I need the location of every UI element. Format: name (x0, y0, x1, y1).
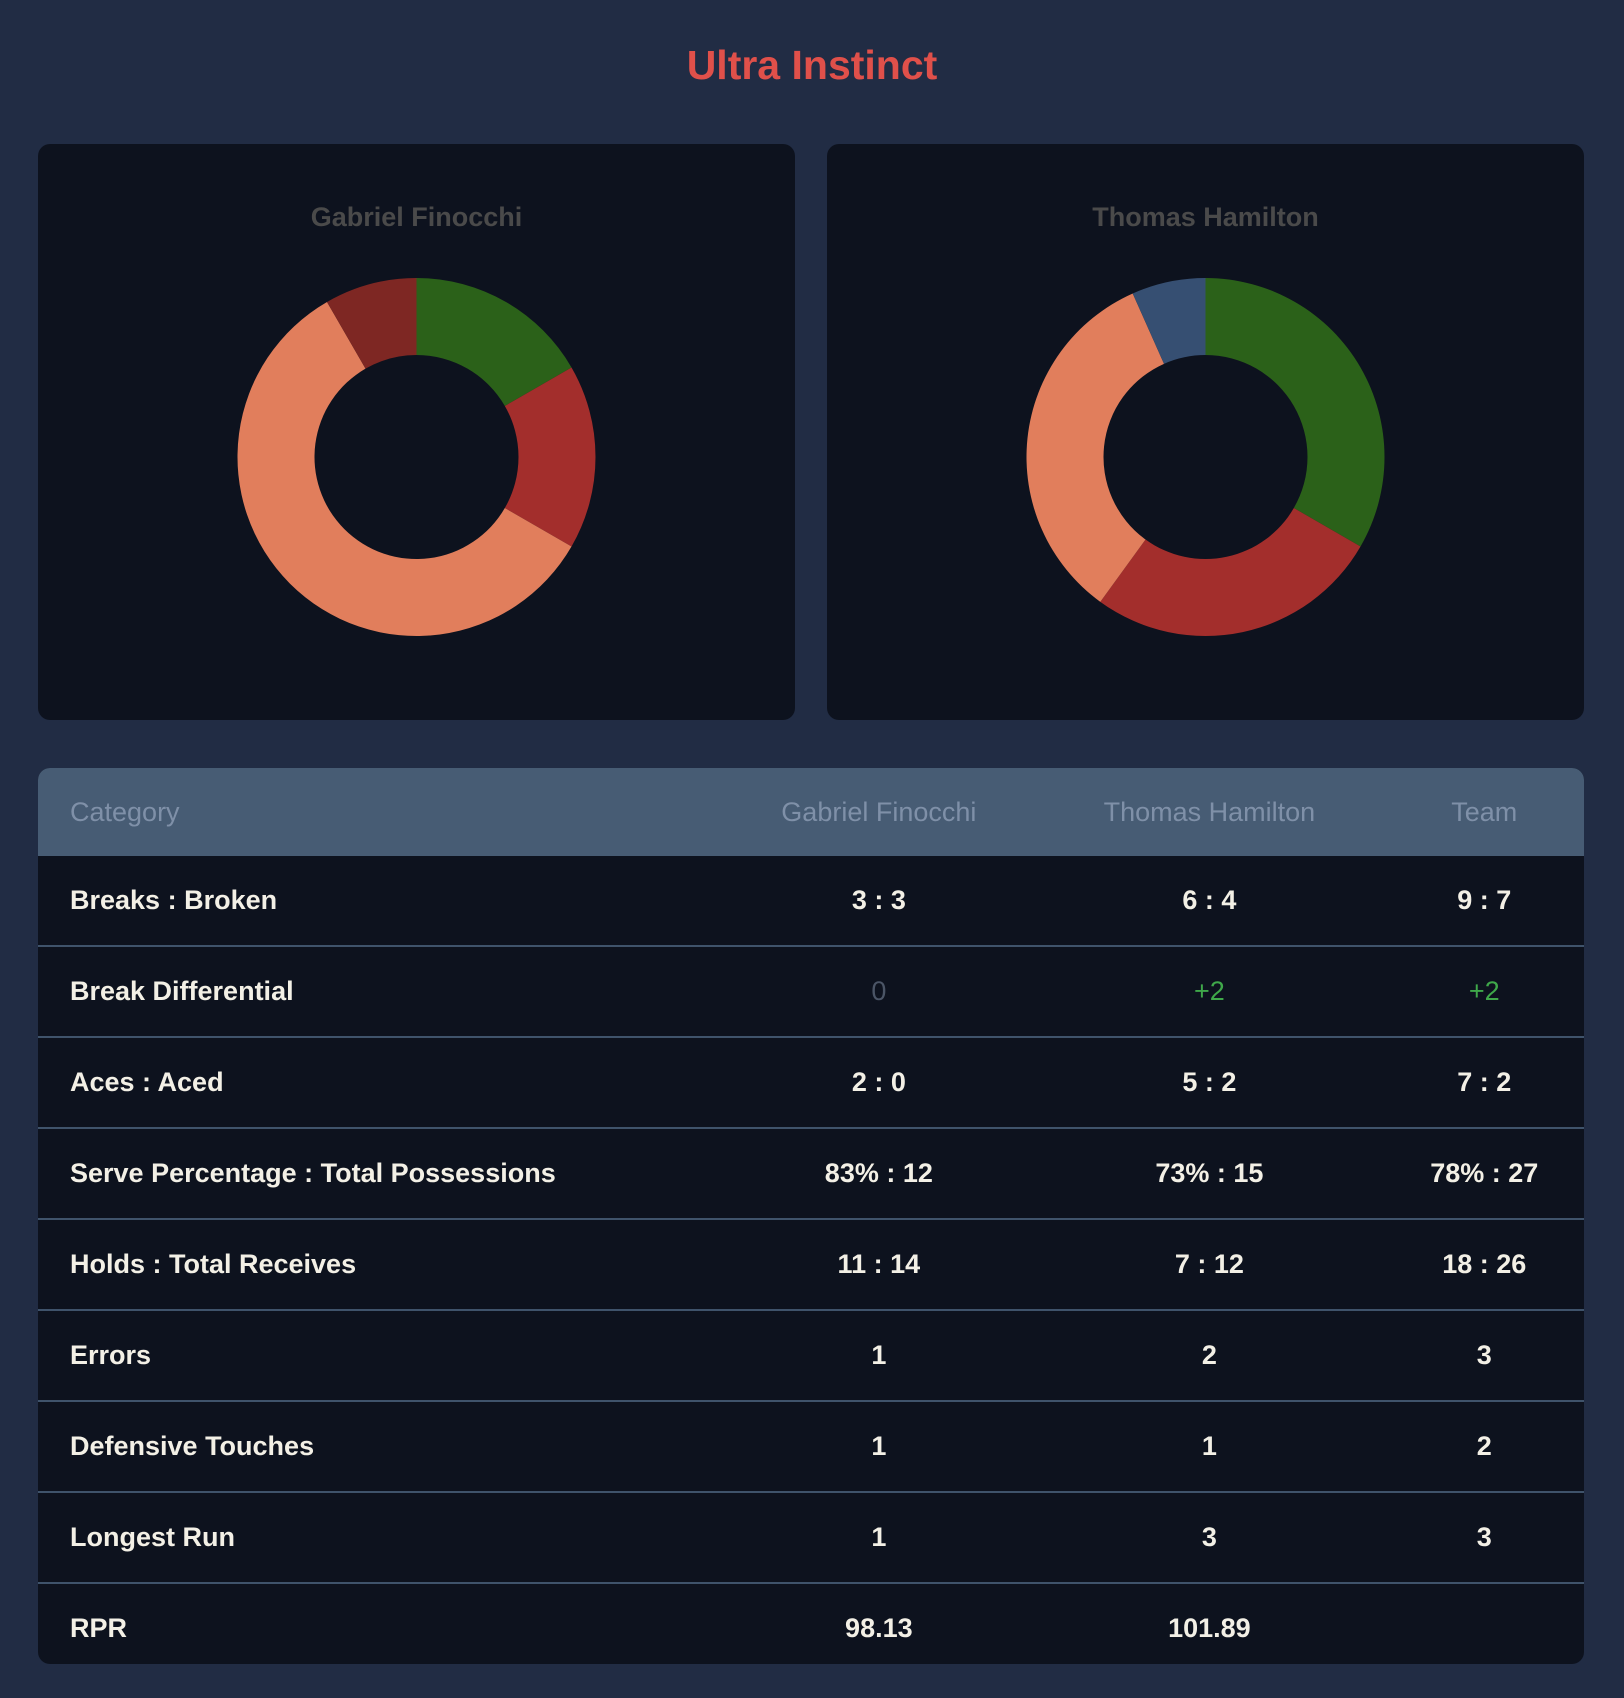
row-player2-value: 6 : 4 (1182, 885, 1237, 915)
row-category: Longest Run (70, 1522, 235, 1552)
header-team: Team (1451, 796, 1518, 827)
row-player1-value: 3 : 3 (851, 885, 906, 915)
row-player1-value: 1 (871, 1431, 887, 1461)
row-team-value: 2 (1476, 1431, 1492, 1461)
row-category: Holds : Total Receives (70, 1249, 357, 1279)
row-category: Aces : Aced (70, 1067, 224, 1097)
row-player2-value: 101.89 (1168, 1613, 1251, 1643)
row-player2-value: 3 (1201, 1522, 1217, 1552)
row-player1-value: 98.13 (845, 1613, 913, 1643)
header-category: Category (70, 796, 180, 827)
row-player1-value: 11 : 14 (837, 1249, 921, 1279)
row-team-value: +2 (1468, 976, 1500, 1006)
chart-panel-gabriel: Gabriel Finocchi (38, 144, 795, 720)
chart-title: Gabriel Finocchi (310, 202, 523, 232)
row-player2-value: 73% : 15 (1155, 1158, 1264, 1188)
row-category: RPR (70, 1613, 128, 1643)
row-player2-value: 5 : 2 (1182, 1067, 1237, 1097)
donut-slice (327, 278, 417, 369)
row-category: Break Differential (70, 976, 294, 1006)
table-row: Errors 1 2 3 (38, 1309, 1584, 1400)
row-player1-value: 83% : 12 (824, 1158, 933, 1188)
row-player2-value: 1 (1201, 1431, 1217, 1461)
donut-slice (1205, 278, 1385, 547)
donut-slice (504, 367, 596, 547)
donut-slice (1100, 508, 1361, 636)
stats-table: Category Gabriel Finocchi Thomas Hamilto… (38, 768, 1584, 1664)
row-team-value: 9 : 7 (1457, 885, 1512, 915)
donut-slice (1026, 293, 1165, 602)
row-category: Serve Percentage : Total Possessions (70, 1158, 556, 1188)
table-header: Category Gabriel Finocchi Thomas Hamilto… (38, 768, 1584, 856)
table-row: Aces : Aced 2 : 0 5 : 2 7 : 2 (38, 1036, 1584, 1127)
table-row: Defensive Touches 1 1 2 (38, 1400, 1584, 1491)
table-row: Longest Run 1 3 3 (38, 1491, 1584, 1582)
row-team-value: 78% : 27 (1430, 1158, 1539, 1188)
donut-chart (1026, 278, 1385, 636)
row-category: Defensive Touches (70, 1431, 315, 1461)
row-team-value: 3 (1476, 1340, 1492, 1370)
header-player1: Gabriel Finocchi (781, 796, 977, 827)
row-category: Errors (70, 1340, 152, 1370)
table-row: Serve Percentage : Total Possessions 83% … (38, 1127, 1584, 1218)
table-row: Break Differential 0 +2 +2 (38, 945, 1584, 1036)
donut-chart (237, 278, 596, 636)
row-team-value: 3 (1476, 1522, 1492, 1552)
row-category: Breaks : Broken (70, 885, 278, 915)
row-player2-value: 7 : 12 (1174, 1249, 1244, 1279)
header-player2: Thomas Hamilton (1103, 796, 1316, 827)
table-row: Holds : Total Receives 11 : 14 7 : 12 18 : … (38, 1218, 1584, 1309)
row-player2-value: +2 (1194, 976, 1225, 1006)
row-team-value: 18 : 26 (1442, 1249, 1527, 1279)
chart-panel-thomas: Thomas Hamilton (827, 144, 1584, 720)
row-player2-value: 2 (1201, 1340, 1217, 1370)
row-player1-value: 1 (871, 1522, 887, 1552)
row-player1-value: 0 (871, 976, 887, 1006)
page-title: Ultra Instinct (686, 42, 938, 88)
table-row: Breaks : Broken 3 : 3 6 : 4 9 : 7 (38, 856, 1584, 945)
table-row: RPR 98.13 101.89 (38, 1582, 1584, 1664)
row-player1-value: 2 : 0 (851, 1067, 906, 1097)
row-player1-value: 1 (871, 1340, 887, 1370)
donut-slice (416, 278, 572, 406)
chart-title: Thomas Hamilton (1092, 202, 1319, 232)
row-team-value: 7 : 2 (1457, 1067, 1512, 1097)
donut-slice (1132, 278, 1206, 364)
donut-slice (237, 301, 572, 636)
